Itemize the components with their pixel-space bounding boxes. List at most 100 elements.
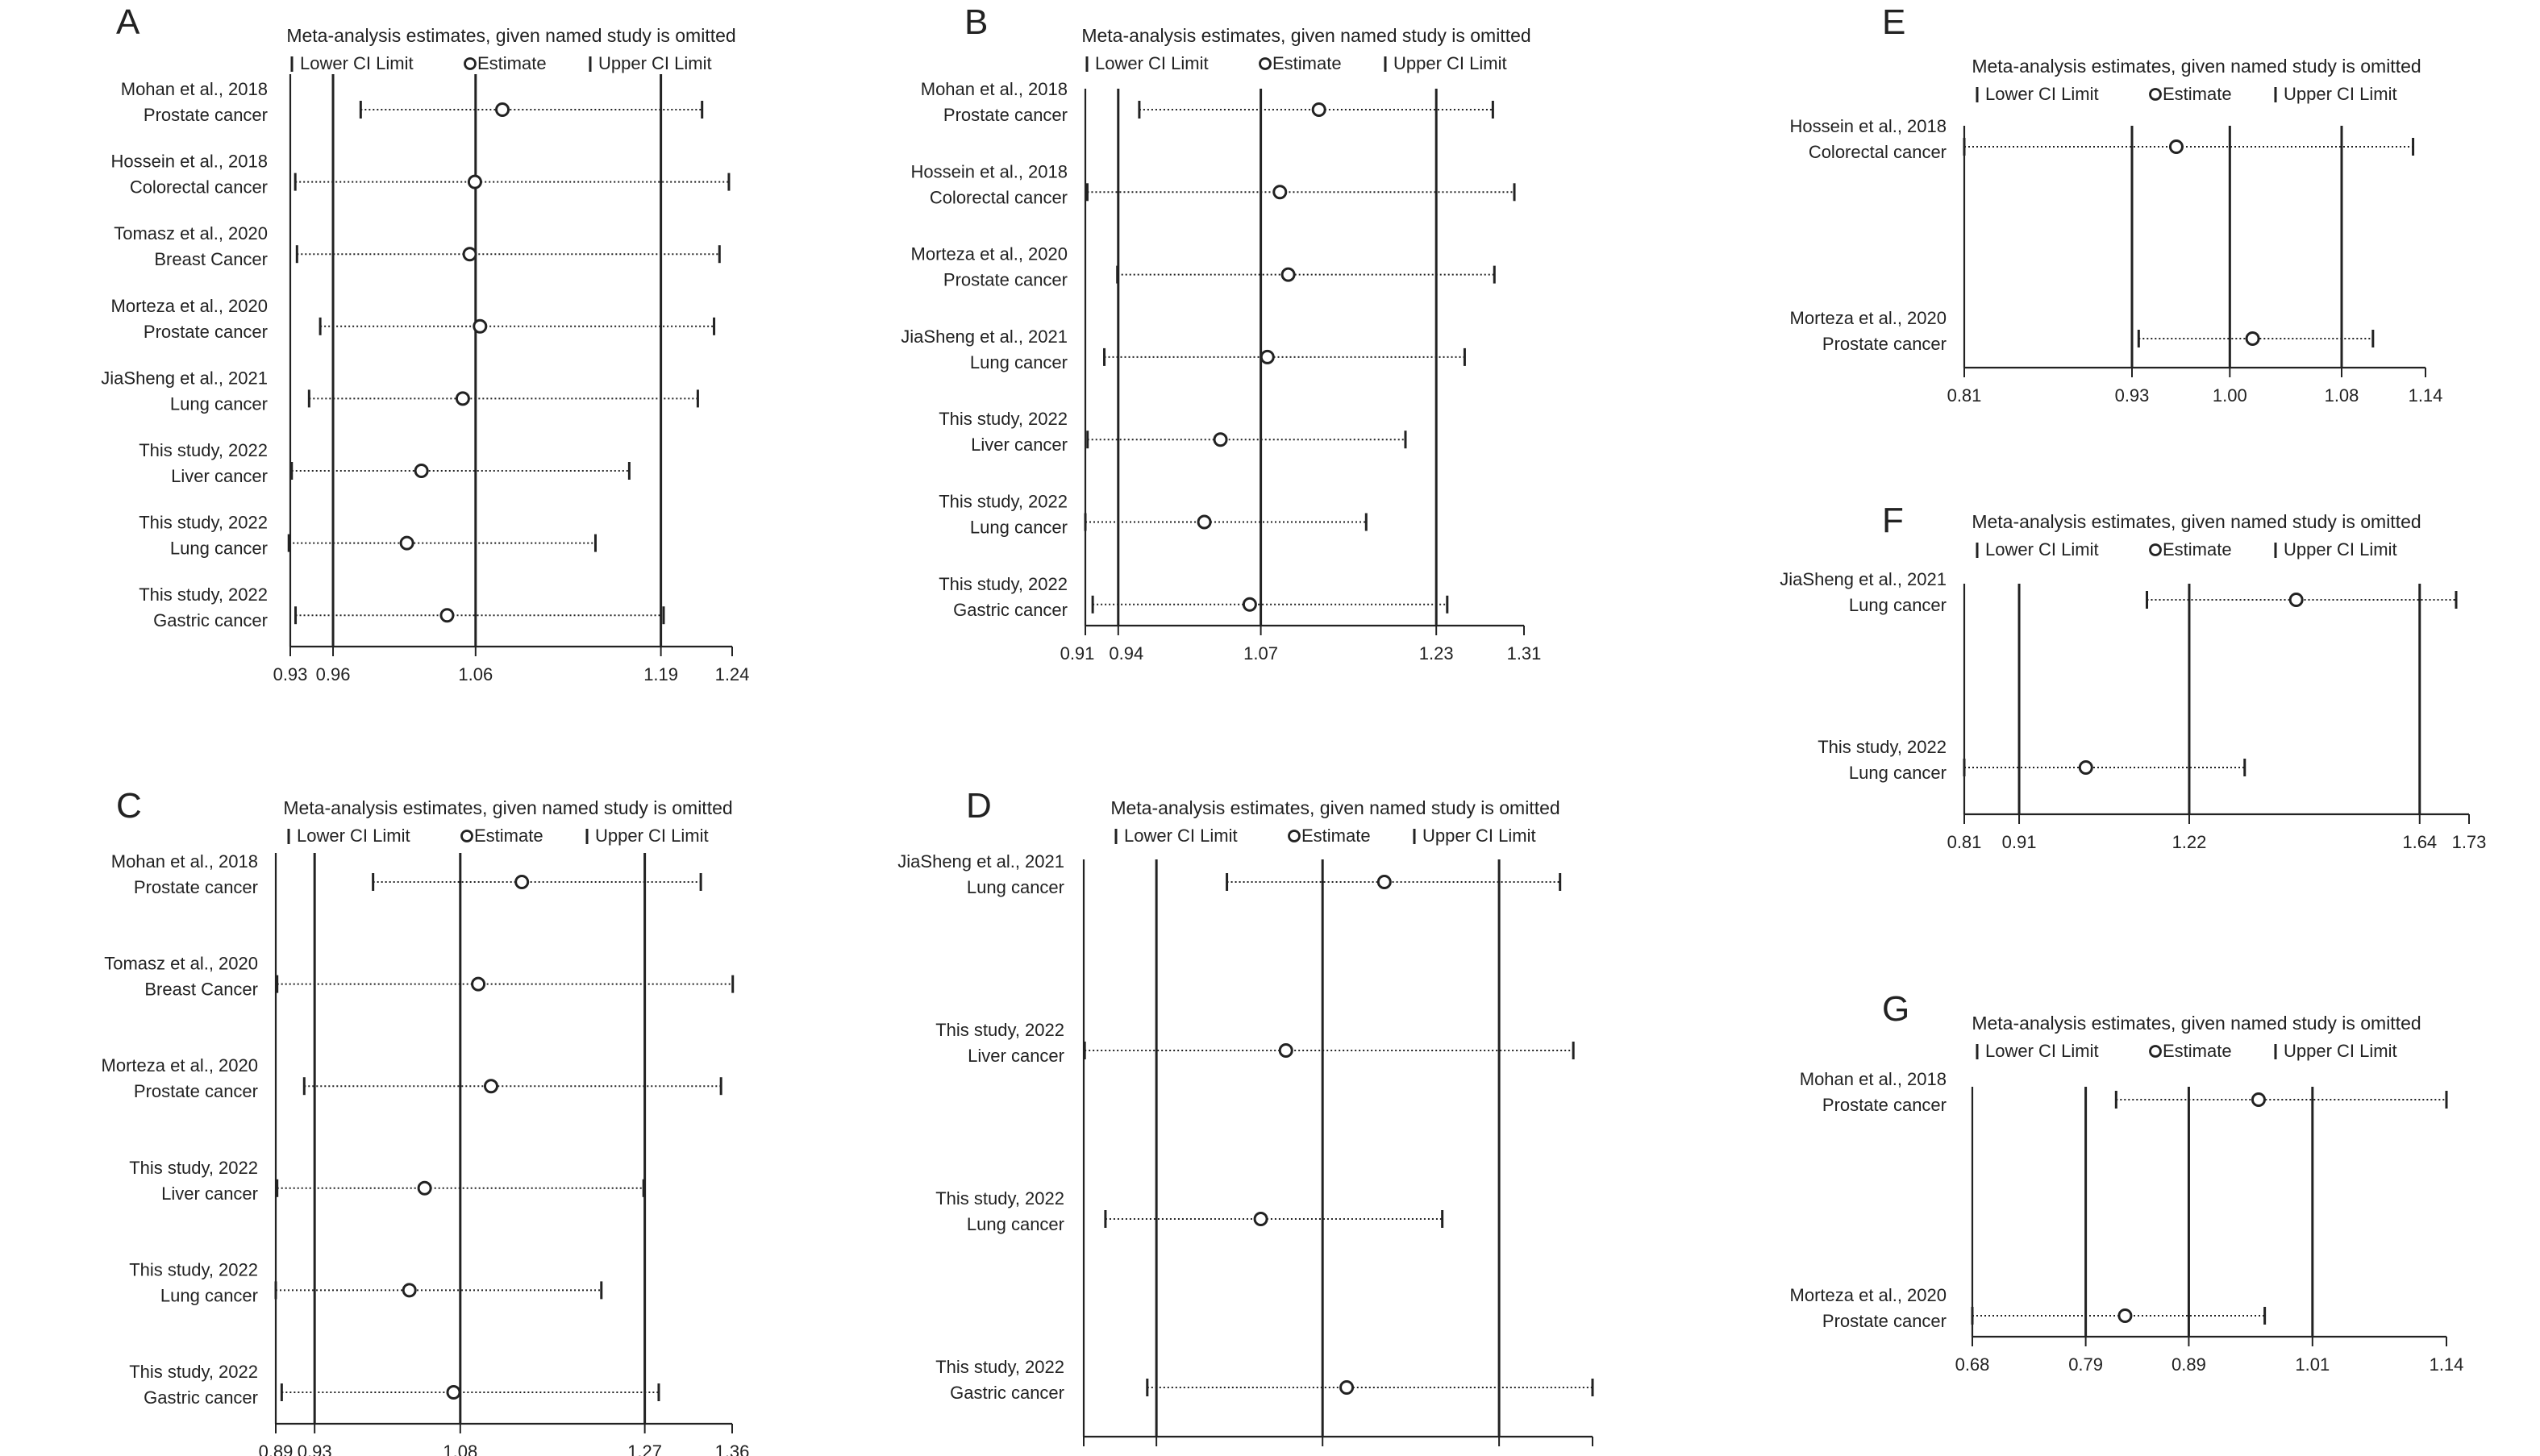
panel-f-x-tick-label-2: 0.91 <box>2002 832 2037 852</box>
panel-g-estimate-point <box>2251 1092 2266 1107</box>
panel-a-x-tick-label-5: 1.24 <box>715 664 750 684</box>
panel-a-study-name: Morteza et al., 2020 <box>111 296 268 316</box>
panel-e-legend-estimate-label: Estimate <box>2163 84 2232 104</box>
panel-a-study-row: Morteza et al., 2020 Prostate cancer <box>111 296 716 342</box>
panel-f-x-tick-label-5: 1.73 <box>2452 832 2487 852</box>
panel-b-x-tick-label-3: 1.07 <box>1243 643 1278 664</box>
panel-e-x-tick-label-5: 1.14 <box>2409 385 2443 406</box>
panel-c-letter: C <box>116 786 142 826</box>
panel-d-study-name: This study, 2022 <box>935 1020 1064 1040</box>
panel-b-study-row: Morteza et al., 2020 Prostate cancer <box>911 244 1496 290</box>
panel-c-title: Meta-analysis estimates, given named stu… <box>283 797 732 818</box>
panel-b-estimate-point <box>1311 102 1326 117</box>
panel-g-study-cancer: Prostate cancer <box>1822 1311 1947 1331</box>
panel-d-study-cancer: Gastric cancer <box>950 1383 1064 1403</box>
panel-b-x-tick-label-4: 1.23 <box>1419 643 1454 664</box>
panel-a-study-name: This study, 2022 <box>139 440 268 460</box>
panel-e-study-cancer: Colorectal cancer <box>1809 142 1947 162</box>
panel-a-estimate-point <box>462 247 477 262</box>
panel-e-letter: E <box>1882 2 1905 42</box>
panel-c-legend-upper-label: Upper CI Limit <box>595 826 709 846</box>
panel-c-x-tick-label-4: 1.27 <box>627 1441 662 1456</box>
panel-g-x-tick-label-1: 0.68 <box>1955 1354 1990 1375</box>
panel-f-legend-upper-label: Upper CI Limit <box>2284 539 2397 560</box>
panel-a-legend: Lower CI Limit Estimate Upper CI Limit <box>290 53 712 73</box>
panel-e-x-tick-label-4: 1.08 <box>2325 385 2359 406</box>
panel-c-study-name: This study, 2022 <box>129 1158 258 1178</box>
panel-c-study-name: This study, 2022 <box>129 1259 258 1279</box>
panel-c-study-cancer: Breast Cancer <box>144 980 258 1000</box>
panel-f-letter: F <box>1882 501 1904 540</box>
panel-d-legend-upper-label: Upper CI Limit <box>1422 826 1536 846</box>
panel-f-estimate-point <box>2078 760 2093 775</box>
panel-c-study-name: This study, 2022 <box>129 1362 258 1382</box>
panel-b-estimate-point <box>1280 267 1296 282</box>
panel-e-legend-estimate-marker <box>2149 88 2162 101</box>
panel-b-legend-upper-label: Upper CI Limit <box>1393 53 1507 73</box>
panel-g-title: Meta-analysis estimates, given named stu… <box>1972 1013 2421 1034</box>
panel-g-study-name: Mohan et al., 2018 <box>1800 1069 1947 1089</box>
panel-d-study-name: This study, 2022 <box>935 1357 1064 1377</box>
panel-d-estimate-point <box>1339 1380 1355 1395</box>
panel-b-study-name: This study, 2022 <box>939 574 1068 594</box>
panel-f-legend: Lower CI Limit Estimate Upper CI Limit <box>1976 539 2397 560</box>
panel-b-legend: Lower CI Limit Estimate Upper CI Limit <box>1085 53 1507 73</box>
panel-b-study-cancer: Lung cancer <box>970 352 1068 372</box>
panel-a-estimate-point <box>473 318 488 334</box>
panel-a-study-row: Mohan et al., 2018 Prostate cancer <box>121 79 704 125</box>
panel-d-study-row: This study, 2022 Gastric cancer <box>935 1357 1594 1403</box>
panel-d-title: Meta-analysis estimates, given named stu… <box>1110 797 1559 818</box>
panel-a-study-cancer: Prostate cancer <box>144 322 268 342</box>
panel-g-study-cancer: Prostate cancer <box>1822 1095 1947 1115</box>
panel-f-estimate-point <box>2288 593 2304 607</box>
panel-a-letter: A <box>116 2 140 42</box>
panel-e-study-row: Hossein et al., 2018 Colorectal cancer <box>1790 116 2415 162</box>
panel-b: B Meta-analysis estimates, given named st… <box>901 2 1541 664</box>
panel-g-x-tick-label-4: 1.01 <box>2295 1354 2330 1375</box>
panel-a-study-cancer: Liver cancer <box>171 466 268 486</box>
panel-a-legend-estimate-marker <box>464 57 477 70</box>
panel-a-legend-lower-label: Lower CI Limit <box>300 53 414 73</box>
panel-e-legend-lower-label: Lower CI Limit <box>1985 84 2099 104</box>
panel-b-study-cancer: Prostate cancer <box>943 270 1068 290</box>
panel-a-study-row: Hossein et al., 2018 Colorectal cancer <box>111 152 731 198</box>
panel-c-study-row: This study, 2022 Lung cancer <box>129 1259 603 1305</box>
panel-e: E Meta-analysis estimates, given named st… <box>1790 2 2443 406</box>
panel-a-study-name: This study, 2022 <box>139 584 268 605</box>
panel-b-study-row: This study, 2022 Lung cancer <box>939 492 1368 538</box>
panel-c-study-cancer: Prostate cancer <box>134 1081 258 1101</box>
panel-d-study-row: This study, 2022 Liver cancer <box>935 1020 1575 1066</box>
panel-a-estimate-point <box>455 391 470 406</box>
panel-a-x-tick-label-4: 1.19 <box>643 664 678 684</box>
panel-a-legend-estimate-label: Estimate <box>477 53 547 73</box>
panel-c-study-row: Tomasz et al., 2020 Breast Cancer <box>104 954 735 1000</box>
panel-c-study-name: Tomasz et al., 2020 <box>104 954 258 974</box>
panel-g-x-tick-label-5: 1.14 <box>2430 1354 2464 1375</box>
panel-d-letter: D <box>966 786 992 826</box>
panel-a-study-cancer: Prostate cancer <box>144 105 268 125</box>
panel-c-estimate-point <box>514 875 530 889</box>
panel-a-legend-upper-label: Upper CI Limit <box>598 53 712 73</box>
panel-f-x-tick-label-1: 0.81 <box>1947 832 1982 852</box>
panel-c-study-row: This study, 2022 Gastric cancer <box>129 1362 660 1408</box>
panel-b-study-name: JiaSheng et al., 2021 <box>901 327 1068 347</box>
panel-d-estimate-point <box>1376 875 1392 889</box>
panel-a-study-name: Hossein et al., 2018 <box>111 152 268 172</box>
panel-c-study-cancer: Gastric cancer <box>144 1387 258 1408</box>
panel-e-estimate-point <box>2245 331 2260 346</box>
panel-a-x-tick-label-2: 0.96 <box>316 664 351 684</box>
panel-d-estimate-point <box>1278 1043 1293 1058</box>
panel-f-legend-estimate-marker <box>2149 543 2162 556</box>
panel-f-study-cancer: Lung cancer <box>1849 595 1947 615</box>
panel-b-estimate-point <box>1197 514 1212 530</box>
panel-b-study-name: Hossein et al., 2018 <box>911 161 1068 181</box>
panel-c-study-cancer: Lung cancer <box>160 1285 258 1305</box>
panel-b-study-row: Mohan et al., 2018 Prostate cancer <box>921 79 1494 125</box>
panel-a-title: Meta-analysis estimates, given named stu… <box>286 25 735 46</box>
panel-d: D Meta-analysis estimates, given named st… <box>897 786 1609 1456</box>
panel-b-study-row: This study, 2022 Liver cancer <box>939 409 1407 455</box>
panel-b-x-tick-label-1: 0.91 <box>1060 643 1095 664</box>
panel-b-letter: B <box>964 2 988 42</box>
panel-a-study-row: This study, 2022 Liver cancer <box>139 440 631 486</box>
panel-a-x-tick-label-1: 0.93 <box>273 664 308 684</box>
